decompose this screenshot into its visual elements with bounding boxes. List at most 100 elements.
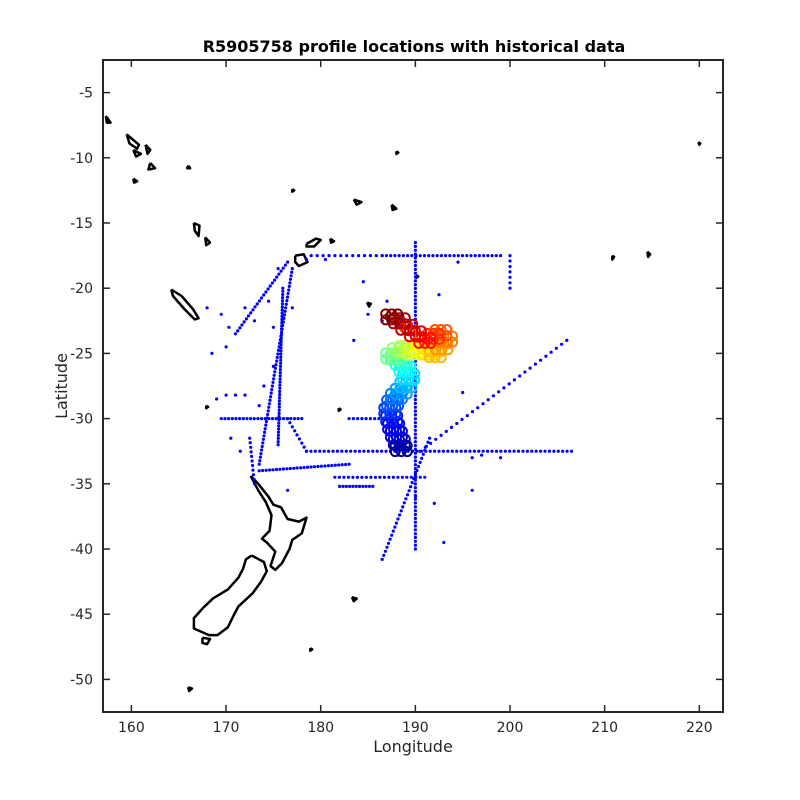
historical-point [285, 295, 290, 299]
historical-point [413, 279, 417, 283]
historical-point [280, 299, 285, 303]
historical-point [528, 366, 532, 370]
historical-point [261, 441, 265, 445]
historical-point [413, 263, 417, 268]
historical-point [394, 521, 398, 525]
historical-point [251, 473, 256, 477]
historical-point [413, 463, 417, 467]
historical-point [413, 275, 417, 279]
historical-point [278, 383, 282, 387]
profile-point [429, 352, 441, 364]
historical-point [413, 398, 417, 402]
historical-point [530, 449, 534, 453]
historical-point [499, 456, 503, 460]
historical-point [362, 449, 366, 453]
historical-point [286, 291, 290, 296]
historical-point [413, 298, 417, 302]
historical-point [455, 449, 459, 453]
historical-point [481, 449, 485, 453]
historical-point [281, 296, 285, 300]
coastline-tonga [365, 301, 373, 308]
historical-point [323, 464, 327, 468]
historical-point [360, 417, 364, 421]
historical-point [244, 317, 248, 321]
historical-point [499, 254, 503, 258]
historical-point [439, 433, 443, 437]
historical-point [257, 299, 261, 303]
historical-point [277, 414, 281, 419]
historical-point [486, 254, 490, 258]
historical-point [508, 254, 512, 258]
historical-point [380, 557, 384, 562]
historical-point [309, 465, 313, 469]
historical-point [413, 248, 417, 252]
historical-point [323, 257, 327, 262]
historical-point [347, 462, 351, 466]
historical-point [413, 459, 417, 463]
historical-point [266, 287, 270, 291]
y-tick-label: -10 [70, 151, 93, 167]
historical-point [270, 384, 274, 388]
historical-point [270, 388, 274, 392]
historical-point [413, 524, 417, 528]
historical-point [521, 449, 525, 453]
historical-point [413, 472, 417, 477]
historical-point [364, 417, 368, 421]
historical-point [276, 443, 280, 447]
historical-point [281, 417, 286, 421]
historical-point [276, 348, 281, 352]
historical-point [401, 505, 405, 509]
historical-point [333, 463, 337, 467]
historical-point [252, 319, 257, 323]
historical-point [413, 306, 417, 310]
historical-point [547, 449, 552, 453]
coastline-bounty [309, 647, 314, 652]
historical-point [385, 299, 389, 303]
historical-point [565, 449, 569, 453]
historical-point [377, 417, 381, 421]
historical-point [248, 436, 252, 440]
historical-point [280, 311, 284, 315]
historical-point [277, 418, 281, 422]
historical-point [255, 302, 259, 306]
historical-point [486, 449, 490, 453]
historical-point [413, 451, 417, 455]
historical-point [289, 274, 293, 278]
historical-point [302, 445, 306, 449]
profile-point [425, 337, 437, 349]
historical-point [283, 263, 287, 267]
historical-point [368, 417, 372, 421]
historical-point [319, 464, 323, 468]
historical-point [423, 448, 427, 452]
x-tick-label: 200 [497, 720, 524, 736]
historical-point [410, 481, 414, 485]
historical-point [279, 355, 283, 359]
historical-point [413, 313, 417, 317]
historical-point [465, 414, 469, 418]
historical-point [413, 286, 417, 291]
historical-point [508, 275, 512, 279]
historical-point [429, 441, 433, 445]
historical-point [413, 260, 417, 264]
historical-point [386, 541, 391, 545]
profile-point [380, 308, 392, 320]
historical-point [460, 254, 465, 258]
historical-point [409, 475, 413, 479]
historical-point [335, 449, 339, 453]
historical-point [271, 364, 275, 368]
historical-point [234, 417, 238, 421]
historical-point [278, 377, 282, 381]
coastline-new-zealand-north-island [249, 475, 308, 572]
historical-point [249, 450, 253, 454]
historical-point [252, 482, 257, 486]
historical-point [477, 449, 481, 453]
historical-point [260, 444, 264, 449]
historical-point [405, 493, 410, 497]
historical-point [271, 325, 275, 329]
historical-point [277, 427, 281, 431]
historical-point [259, 417, 264, 421]
historical-point [284, 302, 288, 306]
historical-point [277, 408, 281, 412]
historical-point [268, 468, 272, 472]
historical-point [441, 449, 445, 453]
